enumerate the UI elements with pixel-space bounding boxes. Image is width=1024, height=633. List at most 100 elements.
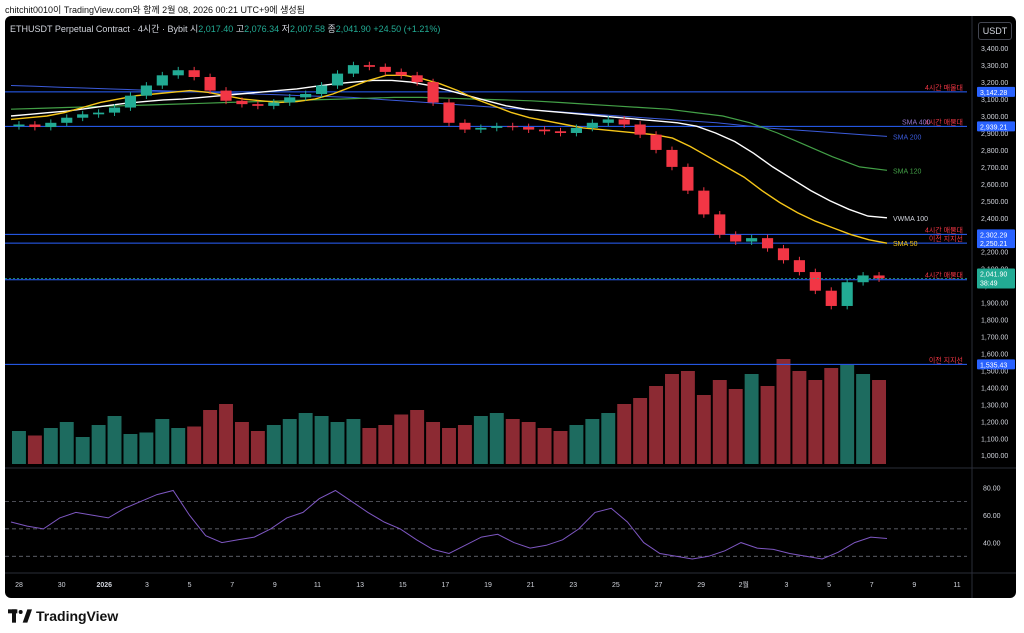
candle-body bbox=[682, 166, 694, 191]
x-tick-label: 5 bbox=[188, 582, 192, 589]
volume-bar bbox=[728, 389, 743, 464]
level-price-tag bbox=[977, 229, 1015, 240]
level-price-tag bbox=[977, 359, 1015, 370]
volume-bar bbox=[442, 428, 456, 464]
y-tick-label: 2,400.00 bbox=[981, 216, 1008, 223]
candle-body bbox=[443, 102, 455, 123]
volume-bar bbox=[43, 428, 58, 464]
top-bar: chitchit0010이 TradingView.com와 함께 2월 08,… bbox=[0, 0, 1024, 16]
level-price-label: 3,142.28 bbox=[980, 90, 1007, 97]
candle-body bbox=[300, 93, 312, 98]
volume-bar bbox=[505, 419, 520, 464]
x-tick-label: 30 bbox=[58, 582, 66, 589]
volume-bar bbox=[378, 425, 393, 464]
volume-bar bbox=[553, 431, 568, 464]
y-tick-label: 3,200.00 bbox=[981, 80, 1008, 87]
volume-bar bbox=[808, 380, 823, 464]
x-tick-label: 3 bbox=[145, 582, 149, 589]
candle-body bbox=[746, 238, 758, 242]
sma-120-label: SMA 120 bbox=[893, 168, 922, 175]
candle-body bbox=[140, 85, 152, 96]
volume-bar bbox=[250, 431, 265, 464]
level-text: 이전 지지선 bbox=[929, 355, 963, 364]
volume-bar bbox=[75, 437, 90, 464]
x-tick-label: 7 bbox=[230, 582, 234, 589]
y-tick-label: 3,400.00 bbox=[981, 46, 1008, 53]
volume-bar bbox=[601, 413, 616, 464]
candle-body bbox=[204, 77, 216, 91]
level-price-label: 2,939.21 bbox=[980, 124, 1007, 131]
candle-body bbox=[570, 127, 582, 133]
candle-body bbox=[236, 100, 248, 105]
volume-bar bbox=[282, 419, 297, 464]
volume-bar bbox=[537, 428, 552, 464]
currency-button[interactable]: USDT bbox=[978, 22, 1012, 40]
brand-name: TradingView bbox=[36, 608, 119, 624]
x-tick-label: 13 bbox=[356, 582, 364, 589]
y-tick-label: 2,600.00 bbox=[981, 182, 1008, 189]
volume-bar bbox=[219, 404, 233, 464]
open-label: 시 bbox=[189, 24, 199, 34]
candle-body bbox=[220, 90, 232, 101]
candle-body bbox=[491, 126, 503, 128]
y-tick-label: 2,200.00 bbox=[981, 250, 1008, 257]
candle-body bbox=[268, 102, 280, 106]
x-tick-label: 25 bbox=[612, 582, 620, 589]
candle-body bbox=[411, 75, 423, 83]
y-tick-label: 2,900.00 bbox=[981, 131, 1008, 138]
x-tick-label: 19 bbox=[484, 582, 492, 589]
level-price-label: 2,302.29 bbox=[980, 232, 1007, 239]
candle-body bbox=[538, 129, 551, 132]
candle-body bbox=[93, 112, 105, 115]
candle-body bbox=[347, 65, 360, 74]
x-tick-label: 28 bbox=[15, 582, 23, 589]
volume-bar bbox=[617, 404, 632, 464]
volume-bar bbox=[521, 422, 536, 464]
tradingview-logo-icon bbox=[8, 609, 32, 623]
y-tick-label: 3,000.00 bbox=[981, 114, 1008, 121]
volume-bar bbox=[824, 368, 839, 464]
x-tick-label: 3 bbox=[785, 582, 789, 589]
x-tick-label: 9 bbox=[912, 582, 916, 589]
watermark-text: chitchit0010이 TradingView.com와 함께 2월 08,… bbox=[5, 5, 305, 15]
y-tick-label: 2,500.00 bbox=[981, 199, 1008, 206]
y-tick-label: 1,400.00 bbox=[981, 385, 1008, 392]
volume-bar bbox=[680, 371, 695, 464]
volume-bar bbox=[585, 419, 600, 464]
volume-bar bbox=[744, 374, 759, 464]
volume-bar bbox=[633, 398, 648, 464]
candle-body bbox=[666, 149, 678, 167]
candle-body bbox=[395, 71, 407, 76]
open-value: 2,017.40 bbox=[198, 24, 234, 34]
footer: TradingView bbox=[8, 604, 118, 628]
low-value: 2,007.58 bbox=[289, 24, 325, 34]
y-tick-label: 3,100.00 bbox=[981, 97, 1008, 104]
high-label: 고 bbox=[235, 24, 245, 34]
volume-bar bbox=[330, 422, 345, 464]
high-value: 2,076.34 bbox=[244, 24, 280, 34]
price-chart[interactable]: 3,400.00 3,300.00 3,200.00 3,100.00 3,000.00… bbox=[5, 16, 1016, 598]
chart-panel[interactable]: 3,400.00 3,300.00 3,200.00 3,100.00 3,000.00… bbox=[5, 16, 1016, 598]
volume-bar bbox=[139, 432, 154, 464]
volume-bar bbox=[712, 380, 727, 464]
volume-bar bbox=[12, 431, 26, 464]
x-tick-label: 11 bbox=[953, 582, 960, 589]
x-tick-label: 23 bbox=[569, 582, 577, 589]
candle-body bbox=[857, 275, 869, 283]
volume-bar bbox=[394, 414, 409, 464]
change-value: +24.50 (+1.21%) bbox=[373, 24, 441, 34]
candle-body bbox=[379, 66, 391, 72]
x-tick-label: 27 bbox=[655, 582, 663, 589]
volume-bar bbox=[155, 419, 170, 464]
level-price-label: 1,535.43 bbox=[980, 362, 1007, 369]
candle-body bbox=[714, 214, 726, 235]
volume-bar bbox=[649, 386, 664, 464]
volume-bar bbox=[696, 395, 711, 464]
candle-body bbox=[316, 85, 328, 94]
symbol-title[interactable]: ETHUSDT Perpetual Contract · 4시간 · Bybit bbox=[10, 24, 188, 34]
volume-bar bbox=[569, 425, 584, 464]
level-text: 4시간 매물대 bbox=[925, 225, 963, 234]
level-price-tag bbox=[977, 86, 1015, 97]
candle-body bbox=[873, 275, 885, 279]
y-tick-label: 2,800.00 bbox=[981, 148, 1008, 155]
